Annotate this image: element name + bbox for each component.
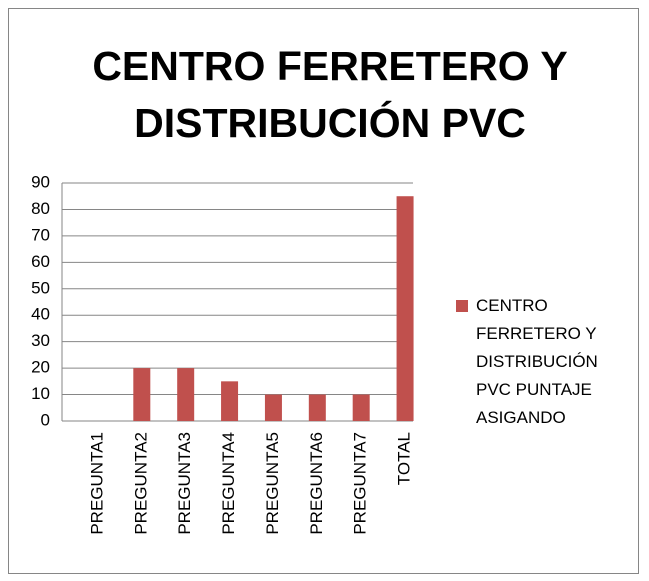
bar <box>396 196 414 421</box>
bar <box>352 394 370 421</box>
y-tick-label: 50 <box>31 278 50 297</box>
y-tick-label: 80 <box>31 199 50 218</box>
y-tick-label: 10 <box>31 384 50 403</box>
x-tick-label: PREGUNTA4 <box>219 432 238 535</box>
y-tick-label: 60 <box>31 252 50 271</box>
legend: CENTRO FERRETERO Y DISTRIBUCIÓN PVC PUNT… <box>456 292 626 432</box>
x-tick-label: PREGUNTA6 <box>307 432 326 535</box>
bar <box>308 394 326 421</box>
x-tick-label: PREGUNTA3 <box>175 432 194 535</box>
x-tick-label: PREGUNTA1 <box>87 432 106 535</box>
bar <box>133 368 151 421</box>
bar <box>264 394 282 421</box>
y-tick-label: 20 <box>31 358 50 377</box>
y-tick-label: 30 <box>31 331 50 350</box>
chart-title: CENTRO FERRETERO Y DISTRIBUCIÓN PVC <box>92 43 568 146</box>
legend-swatch <box>456 300 468 312</box>
y-tick-label: 70 <box>31 225 50 244</box>
bar <box>177 368 195 421</box>
x-tick-label: PREGUNTA5 <box>263 432 282 535</box>
x-tick-label: PREGUNTA7 <box>351 432 370 535</box>
y-tick-label: 90 <box>31 172 50 191</box>
y-tick-label: 40 <box>31 305 50 324</box>
y-tick-label: 0 <box>41 410 50 429</box>
bar <box>221 381 239 421</box>
chart-frame <box>8 8 639 574</box>
x-tick-label: TOTAL <box>395 432 414 485</box>
x-tick-label: PREGUNTA2 <box>131 432 150 535</box>
legend-label: CENTRO FERRETERO Y DISTRIBUCIÓN PVC PUNT… <box>476 296 598 427</box>
